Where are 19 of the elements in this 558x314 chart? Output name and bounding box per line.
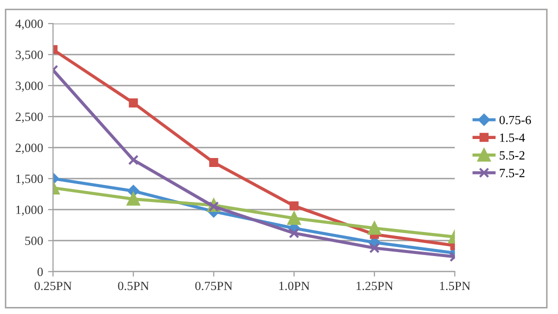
legend-label: 5.5-2 — [500, 151, 524, 160]
legend-label: 7.5-2 — [500, 168, 524, 178]
x-tick-label: 1.0PN — [279, 282, 310, 290]
x-tick-label: 1.5PN — [440, 282, 470, 290]
y-tick-label: 3,000 — [16, 82, 43, 92]
y-tick-label: 500 — [25, 236, 43, 246]
y-tick-label: 2,000 — [16, 144, 43, 154]
legend-label: 1.5-4 — [500, 134, 525, 142]
y-tick-label: 1,000 — [16, 206, 43, 216]
x-tick-label: 0.25PN — [34, 282, 72, 290]
y-tick-label: 3,500 — [16, 50, 43, 61]
y-tick-label: 2,500 — [16, 112, 43, 123]
x-tick-label: 1.25PN — [356, 282, 394, 290]
y-tick-label: 4,000 — [15, 20, 43, 30]
x-tick-label: 0.5PN — [118, 282, 149, 290]
x-tick-label: 0.75PN — [195, 282, 232, 290]
y-tick-label: 0 — [38, 268, 43, 276]
y-tick-label: 1,500 — [16, 174, 43, 185]
legend-label: 0.75-6 — [500, 116, 531, 124]
